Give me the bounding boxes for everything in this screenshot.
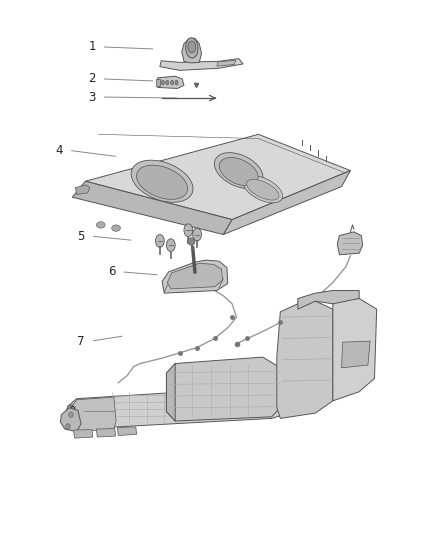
Polygon shape xyxy=(277,301,333,418)
Text: 2: 2 xyxy=(88,72,96,85)
Ellipse shape xyxy=(219,158,258,185)
Text: 5: 5 xyxy=(78,230,85,243)
Polygon shape xyxy=(166,364,175,421)
Text: 6: 6 xyxy=(108,265,116,278)
Ellipse shape xyxy=(247,180,279,200)
Text: 7: 7 xyxy=(77,335,85,348)
Polygon shape xyxy=(68,386,298,429)
Ellipse shape xyxy=(175,80,178,85)
Ellipse shape xyxy=(184,224,193,237)
Polygon shape xyxy=(166,357,280,421)
Ellipse shape xyxy=(162,80,164,85)
Polygon shape xyxy=(71,397,116,432)
Polygon shape xyxy=(162,260,228,293)
Ellipse shape xyxy=(188,41,196,53)
Polygon shape xyxy=(74,430,93,438)
Polygon shape xyxy=(72,181,232,235)
Polygon shape xyxy=(65,401,96,429)
Polygon shape xyxy=(60,408,81,432)
Polygon shape xyxy=(298,290,359,309)
Polygon shape xyxy=(182,38,201,63)
Polygon shape xyxy=(160,59,243,70)
Polygon shape xyxy=(117,427,137,435)
Polygon shape xyxy=(342,341,370,368)
Ellipse shape xyxy=(171,80,173,85)
Ellipse shape xyxy=(166,239,175,252)
Ellipse shape xyxy=(188,238,195,245)
Ellipse shape xyxy=(243,175,283,203)
Ellipse shape xyxy=(137,165,187,199)
Ellipse shape xyxy=(66,424,70,429)
Polygon shape xyxy=(96,429,116,437)
Text: 3: 3 xyxy=(88,91,95,103)
Ellipse shape xyxy=(186,38,198,58)
Polygon shape xyxy=(337,232,363,255)
Polygon shape xyxy=(156,79,160,86)
Text: 8: 8 xyxy=(69,405,76,418)
Polygon shape xyxy=(217,60,236,66)
Ellipse shape xyxy=(215,152,263,189)
Ellipse shape xyxy=(131,160,193,203)
Polygon shape xyxy=(167,263,223,289)
Text: 4: 4 xyxy=(55,144,63,157)
Text: 1: 1 xyxy=(88,41,96,53)
Polygon shape xyxy=(75,185,90,195)
Ellipse shape xyxy=(166,80,169,85)
Ellipse shape xyxy=(69,412,73,417)
Polygon shape xyxy=(223,171,350,235)
Ellipse shape xyxy=(96,222,105,228)
Polygon shape xyxy=(85,134,350,220)
Polygon shape xyxy=(158,76,184,88)
Ellipse shape xyxy=(155,235,164,247)
Ellipse shape xyxy=(112,225,120,231)
Ellipse shape xyxy=(193,228,201,241)
Polygon shape xyxy=(333,298,377,401)
